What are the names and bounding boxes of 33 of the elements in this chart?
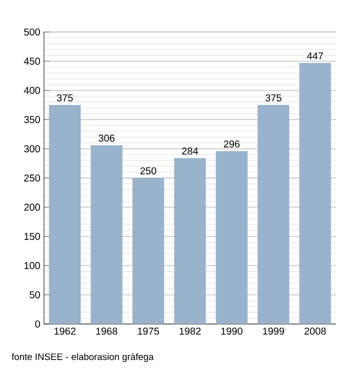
x-tick-label: 2008	[304, 328, 326, 335]
bar	[49, 105, 81, 324]
bar	[132, 178, 164, 324]
data-label: 306	[98, 134, 114, 142]
x-tick-label: 1975	[138, 328, 159, 335]
x-tick-label: 1962	[54, 328, 76, 335]
x-tick-label: 1990	[221, 328, 242, 335]
bar	[299, 62, 331, 324]
data-label: 375	[265, 94, 282, 102]
y-tick-label: 450	[24, 58, 40, 65]
y-tick-label: 500	[24, 28, 40, 36]
y-tick-label: 250	[24, 174, 40, 182]
y-tick-label: 0	[35, 320, 40, 328]
y-tick-label: 300	[24, 145, 40, 152]
data-label: 447	[307, 52, 323, 60]
x-tick-label: 1982	[180, 328, 201, 335]
data-label: 250	[140, 167, 156, 174]
y-tick-label: 400	[24, 86, 40, 94]
y-tick-label: 100	[24, 262, 40, 270]
bar	[90, 145, 122, 324]
x-tick-label: 1968	[96, 328, 118, 335]
source-note: fonte INSEE - elaborasion gràfega	[12, 353, 154, 362]
bar	[174, 158, 206, 324]
bar	[258, 105, 290, 324]
y-tick-label: 50	[30, 291, 40, 298]
y-tick-label: 200	[24, 204, 40, 211]
bar	[216, 151, 248, 324]
data-label: 375	[56, 94, 73, 102]
x-tick-label: 1999	[263, 328, 284, 335]
y-tick-label: 150	[24, 232, 40, 240]
data-label: 296	[224, 140, 240, 148]
data-label: 284	[182, 147, 198, 155]
y-tick-label: 350	[24, 116, 40, 124]
